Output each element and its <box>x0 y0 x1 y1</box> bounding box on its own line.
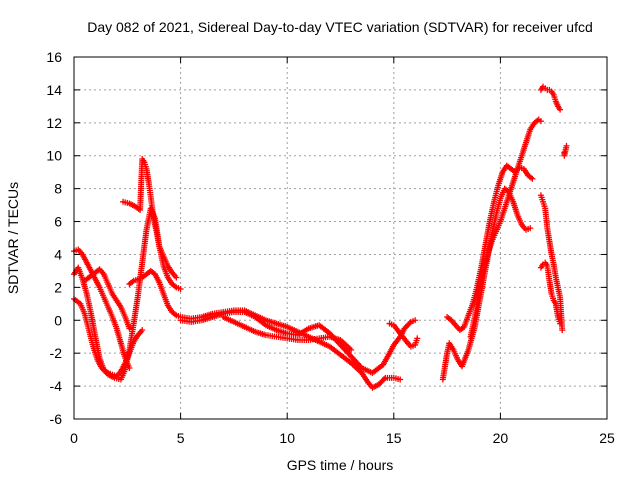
series-pass-h <box>220 313 355 353</box>
y-tick-label: 14 <box>46 82 62 98</box>
x-tick-label: 25 <box>599 430 615 446</box>
axis-ticks: 0 5 10 15 20 25 -6 -4 -2 0 2 4 6 8 10 12 14 16 <box>46 49 615 446</box>
series-pass-n <box>537 192 566 334</box>
series-pass-o <box>537 259 564 327</box>
data-point <box>397 376 404 383</box>
data-point <box>414 335 421 342</box>
data-point <box>126 325 133 332</box>
data-point <box>412 317 419 324</box>
data-point <box>139 327 146 334</box>
y-tick-label: 6 <box>54 214 62 230</box>
y-tick-label: 10 <box>46 148 62 164</box>
series-pass-k <box>444 162 536 334</box>
data-point <box>173 274 180 281</box>
y-tick-label: 8 <box>54 181 62 197</box>
data-point <box>380 376 387 383</box>
data-point <box>557 320 564 327</box>
data-point <box>527 225 534 232</box>
y-tick-label: -4 <box>50 378 63 394</box>
series-pass-e <box>120 156 180 281</box>
series-pass-i <box>386 320 421 350</box>
y-tick-label: 4 <box>54 246 62 262</box>
x-tick-label: 20 <box>493 430 509 446</box>
data-point <box>126 364 133 371</box>
plot-frame <box>73 56 608 420</box>
x-axis-title: GPS time / hours <box>287 457 394 473</box>
grid <box>74 57 607 419</box>
series-pass-p <box>561 142 570 159</box>
series-pass-d <box>81 266 133 332</box>
data-point <box>537 118 544 125</box>
data-point <box>348 346 355 353</box>
x-tick-label: 0 <box>70 430 78 446</box>
data-point <box>177 286 184 293</box>
data-point <box>406 320 413 327</box>
data-points <box>71 83 570 391</box>
x-tick-label: 15 <box>386 430 402 446</box>
data-point <box>563 142 570 149</box>
y-tick-label: 16 <box>46 49 62 65</box>
y-axis-title: SDTVAR / TECUs <box>5 182 21 294</box>
y-tick-label: 12 <box>46 115 62 131</box>
series-pass-m <box>537 83 564 113</box>
y-tick-label: 2 <box>54 279 62 295</box>
chart-title: Day 082 of 2021, Sidereal Day-to-day VTE… <box>87 19 593 35</box>
x-tick-label: 5 <box>177 430 185 446</box>
x-tick-label: 10 <box>279 430 295 446</box>
data-point <box>529 175 536 182</box>
data-point <box>557 106 564 113</box>
series-pass-f <box>126 267 404 391</box>
y-tick-label: -6 <box>50 411 63 427</box>
y-tick-label: 0 <box>54 312 62 328</box>
y-tick-label: -2 <box>50 345 63 361</box>
data-point <box>559 327 566 334</box>
series-pass-l <box>467 116 544 340</box>
